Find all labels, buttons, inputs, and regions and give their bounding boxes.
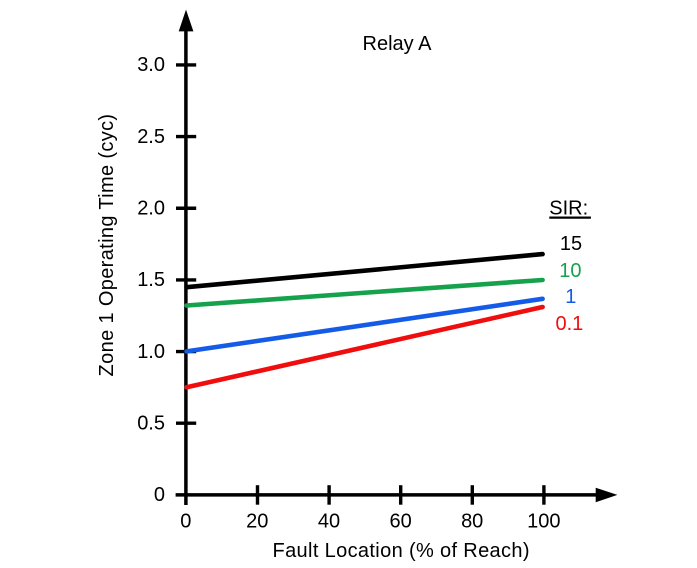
svg-text:80: 80 <box>461 510 483 532</box>
svg-text:100: 100 <box>527 510 560 532</box>
svg-text:60: 60 <box>389 510 411 532</box>
svg-text:1.5: 1.5 <box>137 269 165 291</box>
svg-text:2.0: 2.0 <box>137 197 165 219</box>
svg-text:40: 40 <box>318 510 340 532</box>
svg-text:Relay A: Relay A <box>363 33 433 55</box>
svg-text:3.0: 3.0 <box>137 54 165 76</box>
svg-text:SIR:: SIR: <box>549 198 588 220</box>
svg-text:0.1: 0.1 <box>555 313 583 335</box>
svg-text:Zone 1 Operating Time (cyc): Zone 1 Operating Time (cyc) <box>96 114 118 377</box>
svg-text:0: 0 <box>180 510 191 532</box>
svg-text:10: 10 <box>559 260 581 282</box>
svg-text:1.0: 1.0 <box>137 341 165 363</box>
svg-text:0.5: 0.5 <box>137 412 165 434</box>
svg-text:1: 1 <box>565 286 576 308</box>
svg-text:20: 20 <box>246 510 268 532</box>
svg-text:Fault Location (% of Reach): Fault Location (% of Reach) <box>273 540 530 562</box>
svg-text:0: 0 <box>154 484 165 506</box>
svg-text:15: 15 <box>560 233 582 255</box>
svg-text:2.5: 2.5 <box>137 126 165 148</box>
